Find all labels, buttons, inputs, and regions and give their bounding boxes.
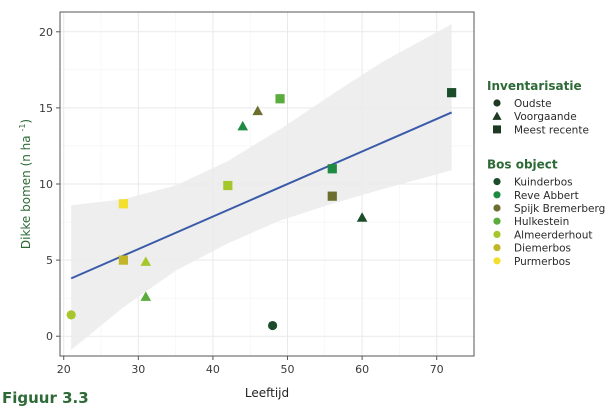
legend-marker [493, 191, 501, 199]
legend-label: Hulkestein [514, 216, 569, 228]
legend-title: Bos object [487, 158, 558, 172]
legend-marker [493, 217, 501, 225]
legend-marker [493, 244, 501, 252]
data-point [267, 320, 278, 331]
figure-caption: Figuur 3.3 [2, 389, 89, 407]
data-point [237, 120, 249, 131]
y-axis-label: Dikke bomen (n ha -1) [18, 119, 33, 249]
x-tick-label: 40 [206, 363, 220, 376]
legend-label: Almeerderhout [514, 229, 593, 241]
data-point [327, 191, 337, 201]
legend-label: Diemerbos [514, 243, 571, 255]
legend-label: Spijk Bremerberg [514, 203, 605, 215]
data-point [327, 164, 337, 174]
y-tick-label: 5 [46, 254, 53, 267]
legend-marker [493, 178, 501, 186]
legend-marker [493, 230, 501, 238]
legend-label: Meest recente [514, 124, 589, 136]
legend-title: Inventarisatie [487, 79, 582, 93]
data-point [356, 212, 368, 222]
regression-line [70, 111, 453, 280]
data-point [118, 255, 129, 265]
legend-label: Oudste [514, 98, 552, 110]
data-point [66, 310, 76, 320]
x-tick-label: 30 [131, 363, 145, 376]
legend-marker [493, 99, 501, 107]
legend-label: Reve Abbert [514, 190, 579, 202]
legend-label: Voorgaande [514, 111, 577, 123]
data-point [223, 180, 233, 191]
x-tick-label: 60 [355, 363, 369, 376]
legend-marker [493, 257, 501, 265]
data-point [140, 291, 152, 301]
data-point [275, 94, 285, 104]
legend-label: Purmerbos [514, 256, 571, 268]
x-tick-label: 70 [430, 363, 444, 376]
x-tick-label: 50 [281, 363, 295, 376]
legend-marker [493, 125, 501, 134]
confidence-band [71, 24, 452, 350]
data-point [118, 199, 129, 209]
y-tick-label: 15 [39, 102, 53, 115]
y-tick-label: 0 [46, 330, 53, 343]
legend-marker [492, 111, 502, 120]
x-axis-label: Leeftijd [245, 386, 289, 400]
y-tick-label: 20 [39, 26, 53, 39]
data-point [140, 256, 152, 266]
legend-label: Kuinderbos [514, 177, 573, 189]
y-tick-label: 10 [39, 178, 53, 191]
data-point [447, 88, 457, 98]
legend-marker [493, 204, 501, 212]
data-point [252, 105, 263, 116]
x-tick-label: 20 [57, 363, 71, 376]
